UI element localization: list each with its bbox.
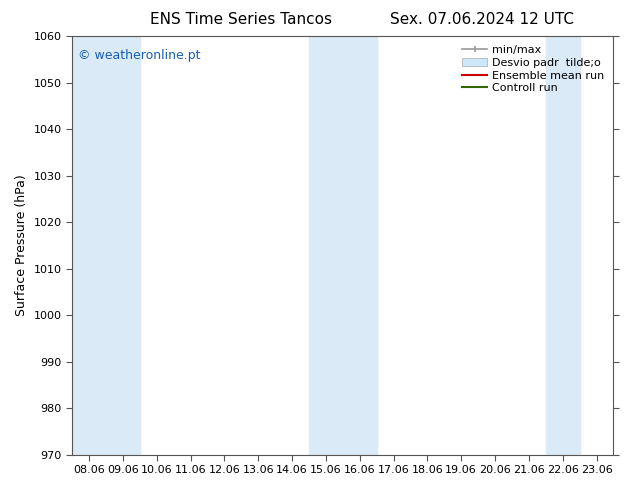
Bar xyxy=(72,36,139,455)
Bar xyxy=(309,36,377,455)
Y-axis label: Surface Pressure (hPa): Surface Pressure (hPa) xyxy=(15,174,28,316)
Bar xyxy=(546,36,579,455)
Text: ENS Time Series Tancos: ENS Time Series Tancos xyxy=(150,12,332,27)
Legend: min/max, Desvio padr  tilde;o, Ensemble mean run, Controll run: min/max, Desvio padr tilde;o, Ensemble m… xyxy=(459,42,608,97)
Text: © weatheronline.pt: © weatheronline.pt xyxy=(77,49,200,62)
Text: Sex. 07.06.2024 12 UTC: Sex. 07.06.2024 12 UTC xyxy=(390,12,574,27)
